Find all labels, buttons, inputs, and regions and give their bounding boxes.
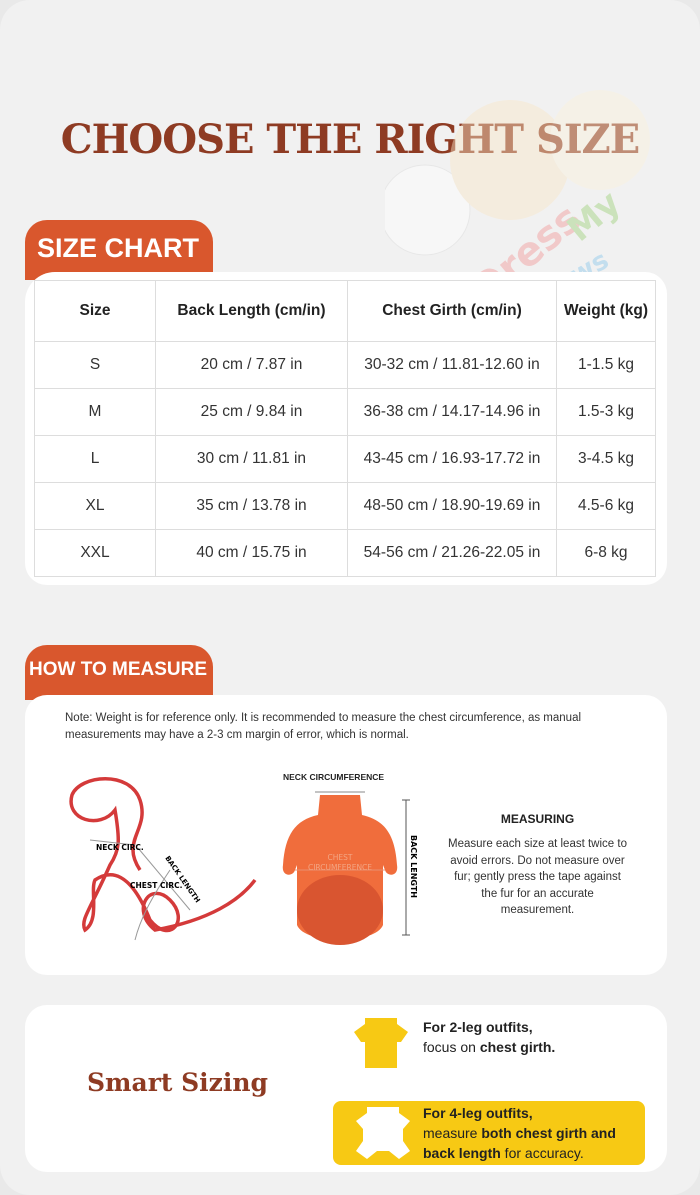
cell-chest: 30-32 cm / 11.81-12.60 in (347, 341, 557, 389)
measuring-text: Measure each size at least twice to avoi… (448, 838, 627, 916)
cell-weight: 1.5-3 kg (556, 388, 656, 436)
smart-sizing-card: Smart Sizing For 2-leg outfits, focus on… (25, 1005, 667, 1172)
cell-weight: 1-1.5 kg (556, 341, 656, 389)
cell-size: XXL (34, 529, 156, 577)
four-leg-bold2: back length (423, 1145, 501, 1161)
size-chart-tab: SIZE CHART (25, 220, 213, 280)
dog-measure-illustration: NECK CIRC. BACK LENGTH CHEST CIRC. (69, 777, 257, 941)
cell-size: S (34, 341, 156, 389)
four-leg-heading: For 4-leg outfits, (423, 1105, 533, 1121)
four-leg-box: For 4-leg outfits, measure both chest gi… (333, 1101, 645, 1165)
table-header-row: Size Back Length (cm/in) Chest Girth (cm… (34, 280, 656, 342)
two-leg-shirt-icon (354, 1018, 408, 1068)
cell-back: 30 cm / 11.81 in (155, 435, 348, 483)
size-table: Size Back Length (cm/in) Chest Girth (cm… (34, 280, 656, 577)
shirt-back-label: BACK LENGTH (409, 835, 418, 898)
size-chart-card: Size Back Length (cm/in) Chest Girth (cm… (25, 272, 667, 585)
cell-back: 35 cm / 13.78 in (155, 482, 348, 530)
page-title: CHOOSE THE RIGHT SIZE (60, 116, 640, 163)
four-leg-text: For 4-leg outfits, measure both chest gi… (423, 1103, 616, 1163)
shirt-measure-illustration: CHEST CIRCUMFERENCE BACK LENGTH (282, 791, 418, 945)
shirt-neck-label: NECK CIRCUMFERENCE (283, 772, 385, 782)
cell-back: 25 cm / 9.84 in (155, 388, 348, 436)
measuring-heading: MEASURING (500, 812, 575, 826)
two-leg-heading: For 2-leg outfits, (423, 1019, 533, 1035)
dog-neck-label: NECK CIRC. (96, 843, 144, 852)
cell-size: M (34, 388, 156, 436)
four-leg-post: for accuracy. (500, 1145, 584, 1161)
four-leg-pre: measure (423, 1125, 482, 1141)
cell-chest: 54-56 cm / 21.26-22.05 in (347, 529, 557, 577)
two-leg-bold: chest girth. (479, 1039, 556, 1055)
cell-size: L (34, 435, 156, 483)
cell-back: 20 cm / 7.87 in (155, 341, 348, 389)
cell-chest: 36-38 cm / 14.17-14.96 in (347, 388, 557, 436)
header-size: Size (34, 280, 156, 342)
cell-weight: 3-4.5 kg (556, 435, 656, 483)
two-leg-pre: focus on (423, 1039, 480, 1055)
header-weight: Weight (kg) (556, 280, 656, 342)
cell-chest: 43-45 cm / 16.93-17.72 in (347, 435, 557, 483)
measure-note: Note: Weight is for reference only. It i… (65, 712, 582, 741)
cell-chest: 48-50 cm / 18.90-19.69 in (347, 482, 557, 530)
header-back-length: Back Length (cm/in) (155, 280, 348, 342)
header-chest-girth: Chest Girth (cm/in) (347, 280, 557, 342)
how-to-measure-tab: HOW TO MEASURE (25, 645, 213, 700)
dress-my-paws-logo: Dress My Paws (385, 90, 650, 300)
four-leg-bold1: both chest girth and (481, 1125, 616, 1141)
cell-weight: 4.5-6 kg (556, 482, 656, 530)
table-row: L 30 cm / 11.81 in 43-45 cm / 16.93-17.72 … (34, 435, 656, 483)
cell-weight: 6-8 kg (556, 529, 656, 577)
how-to-measure-card: Note: Weight is for reference only. It i… (25, 695, 667, 975)
table-row: XXL 40 cm / 15.75 in 54-56 cm / 21.26-22.0… (34, 529, 656, 577)
cell-size: XL (34, 482, 156, 530)
shirt-chest-label-2: CIRCUMFERENCE (308, 863, 372, 872)
smart-sizing-title: Smart Sizing (87, 1068, 269, 1097)
four-leg-suit-icon (356, 1107, 410, 1159)
shirt-chest-label-1: CHEST (328, 853, 353, 862)
cell-back: 40 cm / 15.75 in (155, 529, 348, 577)
table-row: S 20 cm / 7.87 in 30-32 cm / 11.81-12.60 i… (34, 341, 656, 389)
two-leg-text: For 2-leg outfits, focus on chest girth. (423, 1017, 555, 1057)
dog-chest-label: CHEST CIRC. (130, 881, 183, 890)
table-row: XL 35 cm / 13.78 in 48-50 cm / 18.90-19.69… (34, 482, 656, 530)
table-row: M 25 cm / 9.84 in 36-38 cm / 14.17-14.96 i… (34, 388, 656, 436)
